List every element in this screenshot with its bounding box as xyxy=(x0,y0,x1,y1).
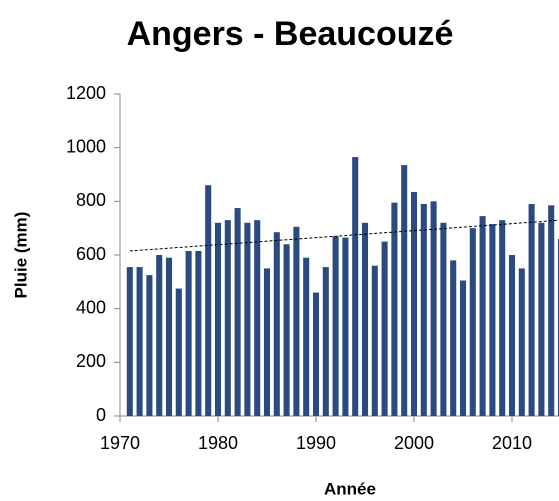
x-tick-label: 1990 xyxy=(296,433,336,453)
bar xyxy=(371,265,378,416)
bar xyxy=(165,257,173,416)
bar xyxy=(548,205,555,416)
bar xyxy=(175,288,182,416)
y-tick-label: 800 xyxy=(76,190,106,210)
bar xyxy=(263,268,271,416)
bar xyxy=(205,185,212,416)
bar xyxy=(450,260,457,416)
bar xyxy=(528,204,535,416)
bar xyxy=(146,275,153,416)
bar xyxy=(440,222,447,416)
bar xyxy=(303,257,310,416)
y-tick-label: 400 xyxy=(76,297,106,317)
bar xyxy=(459,280,467,416)
bar xyxy=(361,222,369,416)
bar xyxy=(244,222,251,416)
chart-title: Angers - Beaucouzé xyxy=(127,15,454,53)
bar xyxy=(254,220,261,416)
bar xyxy=(508,255,516,416)
x-tick-label: 1980 xyxy=(198,433,238,453)
bar xyxy=(381,241,388,416)
bar xyxy=(156,255,163,416)
bar xyxy=(430,201,437,416)
bar xyxy=(224,220,231,416)
bar xyxy=(214,222,222,416)
bar xyxy=(332,236,339,416)
y-tick-label: 1200 xyxy=(66,83,106,103)
bar xyxy=(557,238,559,416)
y-tick-label: 600 xyxy=(76,244,106,264)
bar xyxy=(234,208,241,416)
trend-line xyxy=(129,219,559,252)
bar xyxy=(401,165,408,416)
bar xyxy=(410,191,418,416)
y-axis-label: Pluie (mm) xyxy=(11,212,30,299)
bar xyxy=(391,202,398,416)
bar xyxy=(185,250,192,416)
bar xyxy=(126,267,133,416)
bar xyxy=(273,232,280,416)
bar xyxy=(518,268,525,416)
x-tick-label: 2000 xyxy=(394,433,434,453)
bar xyxy=(342,237,349,416)
bar xyxy=(538,222,545,416)
bar xyxy=(489,224,496,416)
bar xyxy=(352,157,359,416)
bar xyxy=(195,250,202,416)
x-tick-label: 2010 xyxy=(492,433,532,453)
bar xyxy=(136,267,143,416)
y-tick-label: 200 xyxy=(76,351,106,371)
y-tick-label: 0 xyxy=(96,405,106,425)
bar xyxy=(293,226,300,416)
bar xyxy=(312,292,320,416)
bar xyxy=(322,267,329,416)
bar xyxy=(469,228,476,416)
x-axis-label: Année xyxy=(324,479,376,498)
bar xyxy=(283,244,290,416)
bar xyxy=(420,204,427,416)
bar xyxy=(479,216,486,416)
bar xyxy=(499,220,506,416)
y-tick-label: 1000 xyxy=(66,136,106,156)
x-tick-label: 1970 xyxy=(100,433,140,453)
